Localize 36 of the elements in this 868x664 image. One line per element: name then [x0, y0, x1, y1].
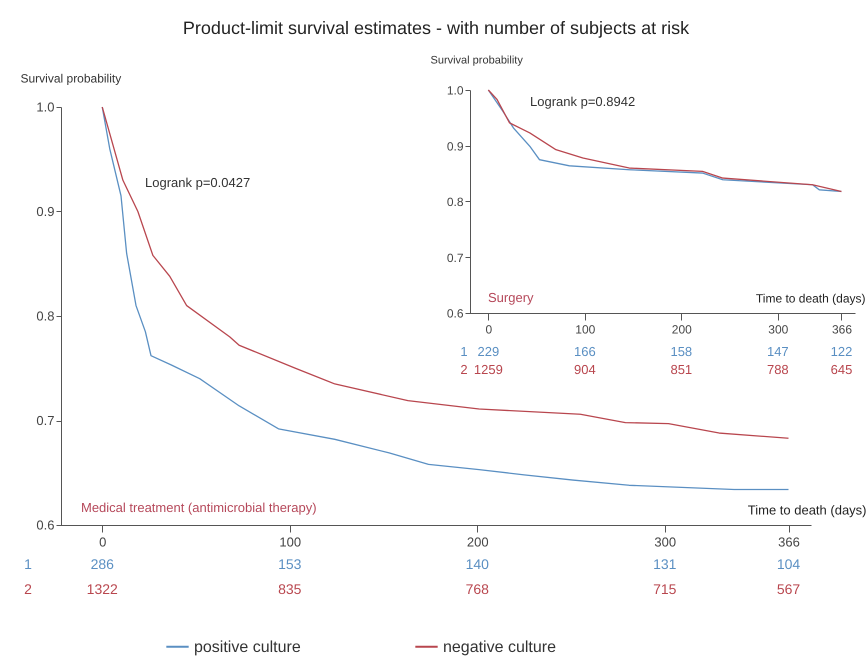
y-tick-label: 0.8 — [446, 195, 464, 209]
x-tick-label: 0 — [485, 322, 492, 336]
x-axis-title: Time to death (days) — [756, 292, 866, 306]
x-axis-title: Time to death (days) — [748, 502, 866, 518]
y-tick-label: 0.9 — [446, 139, 464, 154]
y-tick-label: 1.0 — [36, 100, 54, 114]
y-tick-label: 0.6 — [446, 306, 464, 320]
text: 2 1259 904 851 788 645 — [460, 362, 852, 377]
x-tick-label: 300 — [654, 534, 676, 550]
text: 1 286 153 140 131 104 — [24, 556, 800, 572]
annotation: Medical treatment (antimicrobial therapy) — [81, 500, 317, 515]
x-tick-label: 366 — [778, 534, 800, 550]
text: 1 229 166 158 147 122 — [460, 344, 852, 359]
y-tick-label: 0.8 — [36, 308, 54, 324]
x-tick-label: 300 — [768, 322, 789, 336]
legend-label: negative culture — [443, 638, 556, 656]
text: 2 1322 835 768 715 567 — [24, 581, 800, 597]
x-tick-label: 100 — [279, 534, 302, 550]
annotation: Surgery — [488, 290, 534, 305]
y-tick-label: 0.7 — [36, 413, 54, 428]
x-tick-label: 200 — [672, 322, 692, 336]
annotation: Logrank p=0.8942 — [530, 94, 636, 109]
y-tick-label: 1.0 — [446, 84, 464, 98]
y-axis-title: Survival probability — [20, 72, 122, 86]
legend-label: positive culture — [194, 638, 301, 656]
y-axis-title: Survival probability — [430, 54, 524, 66]
y-tick-label: 0.6 — [36, 518, 54, 532]
chart-title: Product-limit survival estimates - with number of subjects at risk — [182, 18, 690, 38]
x-tick-label: 100 — [575, 322, 596, 336]
y-tick-label: 0.7 — [446, 250, 464, 265]
x-tick-label: 0 — [99, 534, 106, 550]
x-tick-label: 366 — [832, 322, 852, 336]
line-series — [488, 89, 842, 192]
annotation: Logrank p=0.0427 — [145, 175, 250, 190]
y-tick-label: 0.9 — [36, 204, 54, 219]
x-tick-label: 200 — [466, 534, 489, 550]
